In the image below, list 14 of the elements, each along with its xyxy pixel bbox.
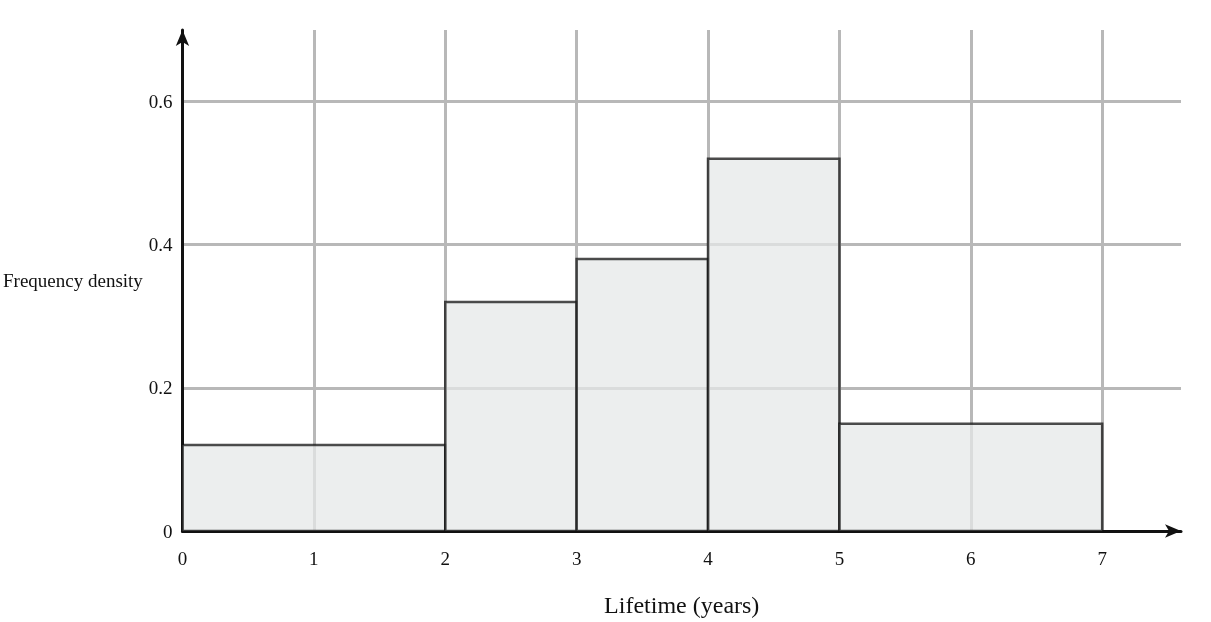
x-tick-label: 2 <box>440 548 450 569</box>
y-axis-title: Frequency density <box>3 270 144 291</box>
x-tick-label: 6 <box>966 548 976 569</box>
x-tick-label: 7 <box>1097 548 1107 569</box>
x-tick-label: 5 <box>834 548 845 569</box>
x-tick-label: 0 <box>177 548 188 569</box>
y-tick-label: 0 <box>162 520 173 542</box>
x-tick-label: 3 <box>571 548 582 569</box>
y-tick-label: 0.6 <box>148 91 173 113</box>
y-tick-label: 0.4 <box>148 234 173 256</box>
x-axis-title: Lifetime (years) <box>604 592 760 618</box>
x-tick-label: 1 <box>309 548 319 569</box>
x-tick-label: 4 <box>703 548 714 569</box>
y-tick-label: 0.2 <box>148 377 173 399</box>
